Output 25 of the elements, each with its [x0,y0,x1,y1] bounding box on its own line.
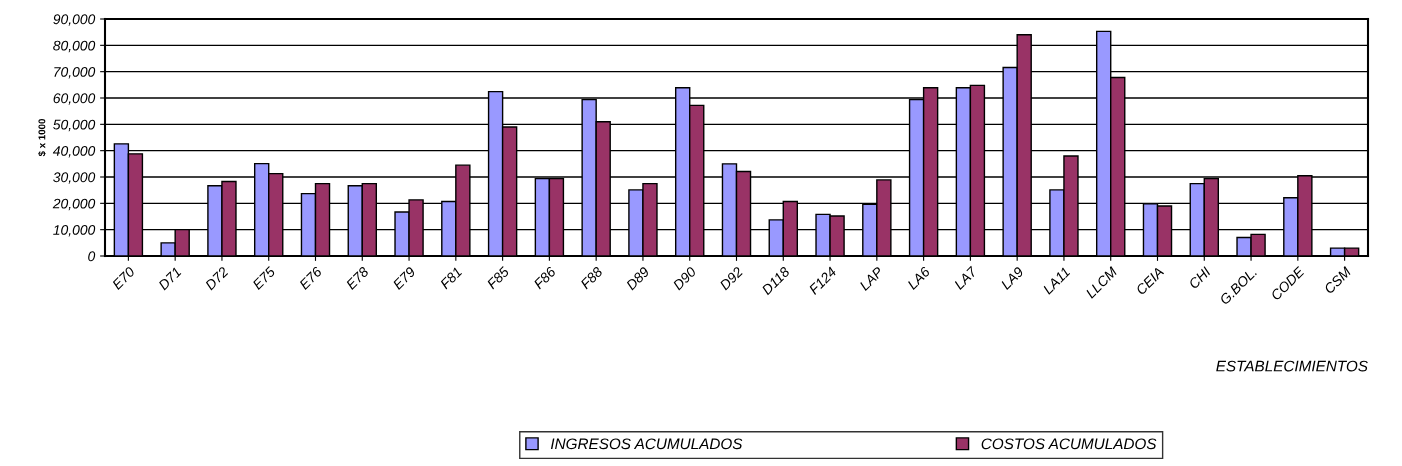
x-tick-label: LA9 [1000,266,1025,291]
y-tick-label: 40,000 [52,146,96,158]
y-tick-label: 80,000 [53,40,96,53]
x-tick-label: E76 [298,265,323,291]
x-tick-label: E79 [392,266,417,291]
y-tick-label: 60,000 [53,93,96,105]
y-tick-label: 20,000 [52,198,96,211]
y-axis-title: $ x 1000 [38,118,46,157]
x-tick-label: F86 [533,265,557,290]
x-tick-label: F81 [439,266,463,290]
x-tick-label: D92 [719,266,744,291]
x-axis-title: ESTABLECIMIENTOS [1216,360,1368,372]
x-tick-label: E70 [111,266,136,291]
y-tick-label: 70,000 [54,67,96,79]
y-tick-label: 30,000 [53,172,96,184]
x-tick-label: E78 [345,266,370,291]
x-tick-label: LA6 [906,265,931,291]
y-tick-label: 50,000 [53,119,96,132]
legend-label: COSTOS ACUMULADOS [981,438,1157,450]
y-tick-label: 10,000 [53,225,96,237]
y-tick-label: 90,000 [53,14,96,26]
x-tick-label: CHI [1188,266,1212,290]
legend-label: INGRESOS ACUMULADOS [550,438,743,450]
y-tick-label: 0 [88,251,96,262]
x-tick-label: F88 [579,266,604,290]
